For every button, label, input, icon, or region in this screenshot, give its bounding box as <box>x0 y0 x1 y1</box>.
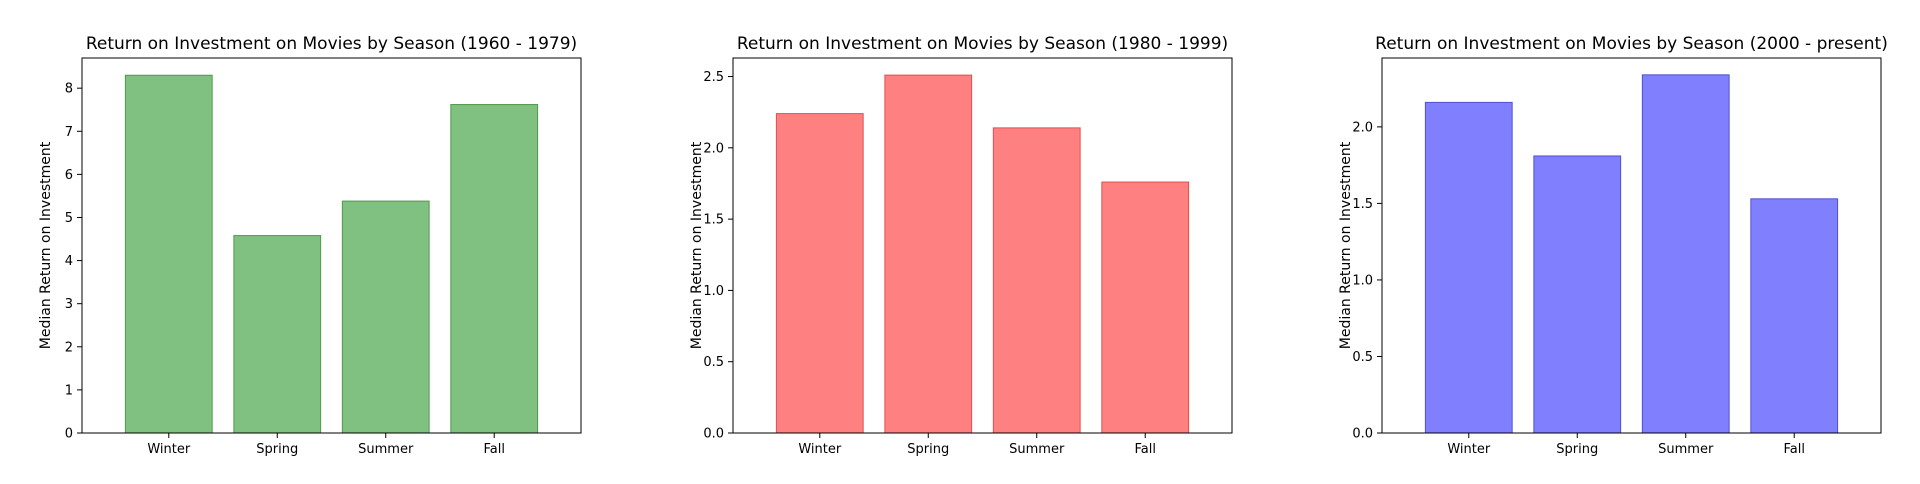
y-tick-label: 7 <box>65 125 73 140</box>
x-tick-label: Winter <box>147 442 191 457</box>
y-tick-label: 2.0 <box>703 141 724 156</box>
y-tick-label: 6 <box>65 168 73 183</box>
y-tick-label: 2 <box>65 340 73 355</box>
y-axis-label: Median Return on Investment <box>38 141 54 349</box>
y-tick-label: 8 <box>65 82 73 97</box>
y-tick-label: 1.5 <box>1352 197 1373 212</box>
bar-spring <box>1533 155 1622 434</box>
bar-fall <box>1750 198 1839 434</box>
chart-title: Return on Investment on Movies by Season… <box>737 34 1228 54</box>
y-tick-label: 1.5 <box>703 213 724 228</box>
x-tick-label: Fall <box>1783 442 1804 457</box>
bar-winter <box>775 113 864 434</box>
y-tick-label: 5 <box>65 211 73 226</box>
y-tick-label: 0.5 <box>703 355 724 370</box>
x-tick-label: Winter <box>798 442 842 457</box>
y-tick-label: 1 <box>65 383 73 398</box>
bar-summer <box>992 127 1081 434</box>
y-axis-label: Median Return on Investment <box>1338 141 1354 349</box>
bar-spring <box>233 235 322 434</box>
bar-summer <box>1641 74 1730 434</box>
y-tick-label: 1.0 <box>703 284 724 299</box>
chart-panel-1960-1979: Return on Investment on Movies by Season… <box>38 34 582 457</box>
chart-panel-1980-1999: Return on Investment on Movies by Season… <box>689 34 1233 457</box>
bar-fall <box>450 104 539 434</box>
y-tick-label: 1.0 <box>1352 273 1373 288</box>
x-tick-label: Fall <box>483 442 504 457</box>
y-tick-label: 0 <box>65 427 73 442</box>
y-tick-label: 2.0 <box>1352 120 1373 135</box>
y-axis-label: Median Return on Investment <box>689 141 705 349</box>
x-tick-label: Spring <box>907 442 949 457</box>
bar-winter <box>124 74 213 434</box>
y-tick-label: 0.0 <box>703 427 724 442</box>
y-tick-label: 3 <box>65 297 73 312</box>
chart-title: Return on Investment on Movies by Season… <box>1375 34 1888 54</box>
axes-frame <box>1381 57 1882 434</box>
x-tick-label: Spring <box>256 442 298 457</box>
x-tick-label: Spring <box>1556 442 1598 457</box>
x-tick-label: Fall <box>1134 442 1155 457</box>
y-tick-label: 2.5 <box>703 70 724 85</box>
y-tick-label: 0.0 <box>1352 427 1373 442</box>
bar-winter <box>1424 101 1513 434</box>
chart-panel-2000-present: Return on Investment on Movies by Season… <box>1338 34 1888 457</box>
chart-title: Return on Investment on Movies by Season… <box>86 34 577 54</box>
y-tick-label: 4 <box>65 254 73 269</box>
x-tick-label: Summer <box>358 442 414 457</box>
x-tick-label: Winter <box>1447 442 1491 457</box>
axes-frame <box>732 57 1233 434</box>
bar-summer <box>341 200 430 434</box>
x-tick-label: Summer <box>1658 442 1714 457</box>
x-tick-label: Summer <box>1009 442 1065 457</box>
axes-frame <box>81 57 582 434</box>
bar-fall <box>1101 181 1190 434</box>
bar-spring <box>884 74 973 434</box>
y-tick-label: 0.5 <box>1352 350 1373 365</box>
